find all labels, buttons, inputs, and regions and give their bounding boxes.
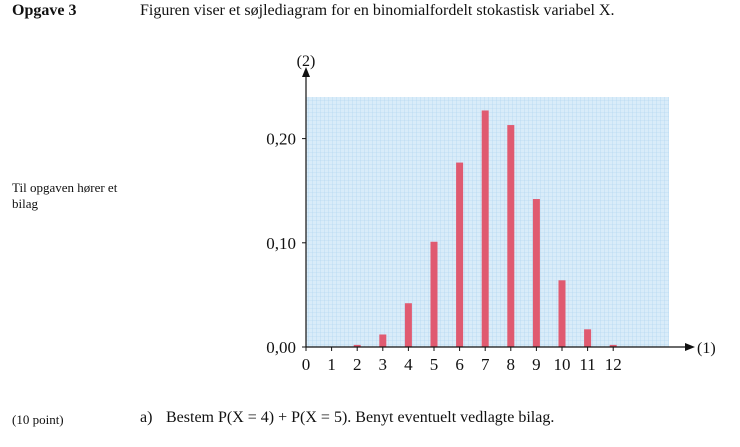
x-axis-label: (1): [697, 340, 716, 357]
bar-11: [584, 329, 592, 347]
bar-7: [481, 110, 489, 347]
bar-4: [404, 303, 412, 347]
x-tick-label: 6: [455, 355, 464, 374]
question-text: Bestem P(X = 4) + P(X = 5). Benyt eventu…: [166, 409, 555, 426]
question-letter: a): [140, 409, 153, 426]
x-ticks-group: 0 1 2 3 4 5 6 7 8 9 10 11 12: [302, 347, 622, 374]
side-note: Til opgaven hører et bilag: [12, 180, 118, 211]
x-tick-label: 2: [353, 355, 362, 374]
x-tick-label: 11: [579, 355, 595, 374]
x-tick-label: 9: [532, 355, 541, 374]
y-tick-label: 0,20: [266, 130, 296, 149]
bar-5: [430, 241, 438, 347]
bar-2: [353, 344, 361, 347]
bar-6: [456, 162, 464, 347]
bar-8: [507, 125, 515, 347]
x-tick-label: 12: [605, 355, 622, 374]
bar-3: [379, 334, 387, 347]
x-tick-label: 7: [481, 355, 490, 374]
x-tick-label: 4: [404, 355, 413, 374]
x-tick-label: 10: [554, 355, 571, 374]
x-tick-label: 0: [302, 355, 311, 374]
x-tick-label: 5: [430, 355, 439, 374]
points-label: (10 point): [12, 412, 64, 427]
y-tick-label: 0,10: [266, 234, 296, 253]
y-ticks-group: 0,00 0,10 0,20: [266, 130, 306, 357]
y-axis-label: (2): [297, 53, 316, 70]
bar-12: [609, 344, 617, 347]
task-heading: Opgave 3: [12, 2, 77, 19]
x-tick-label: 3: [379, 355, 388, 374]
bars-group: [353, 110, 617, 347]
intro-text: Figuren viser et søjlediagram for en bin…: [140, 2, 615, 19]
bar-10: [558, 280, 566, 347]
x-tick-label: 8: [507, 355, 516, 374]
x-tick-label: 1: [327, 355, 336, 374]
bar-9: [532, 199, 540, 347]
y-tick-label: 0,00: [266, 338, 296, 357]
